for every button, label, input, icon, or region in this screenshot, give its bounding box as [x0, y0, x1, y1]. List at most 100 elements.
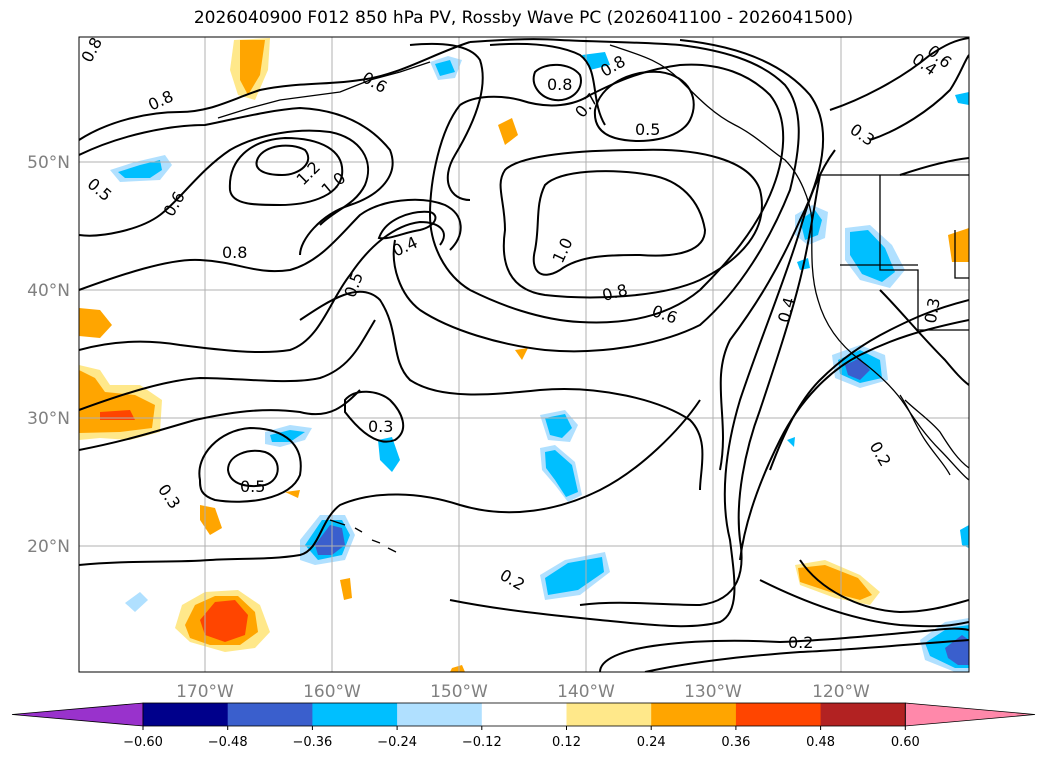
- anomaly-shade: [79, 308, 112, 338]
- lon-label: 160°W: [303, 682, 361, 702]
- anomaly-shade: [545, 450, 578, 497]
- colorbar-tick-label: −0.36: [292, 735, 332, 750]
- anomaly-shade: [240, 40, 265, 95]
- state-border: [954, 230, 969, 279]
- hawaii-islands: [329, 519, 397, 553]
- pv-contour: [79, 399, 701, 566]
- colorbar-tick-label: 0.12: [552, 735, 581, 750]
- lat-label: 50°N: [27, 153, 70, 173]
- pv-contour: [829, 37, 969, 111]
- pv-contour: [599, 627, 969, 672]
- pv-contour: [226, 450, 279, 488]
- colorbar-extend-min: [11, 702, 144, 727]
- lon-label: 120°W: [812, 682, 870, 702]
- pv-contour: [344, 390, 405, 443]
- map-title: 2026040900 F012 850 hPa PV, Rossby Wave …: [193, 8, 854, 28]
- pv-contours: [79, 37, 969, 672]
- colorbar-segment: [312, 703, 398, 726]
- pv-contour: [532, 170, 707, 276]
- pv-contour: [255, 144, 310, 177]
- colorbar-segment: [397, 703, 483, 726]
- contour-label: 0.5: [635, 120, 660, 139]
- lon-label: 150°W: [430, 682, 488, 702]
- lat-label: 30°N: [27, 409, 70, 429]
- contour-label: 0.3: [368, 417, 393, 436]
- anomaly-shade: [545, 414, 572, 438]
- pv-contour: [679, 39, 824, 471]
- colorbar-tick-label: −0.60: [123, 735, 163, 750]
- anomaly-shade: [960, 525, 969, 548]
- anomaly-shade: [955, 92, 969, 105]
- anomaly-shade: [787, 437, 795, 447]
- pv-contour: [79, 129, 370, 237]
- anomaly-shade: [498, 118, 518, 145]
- mexico-inner-coast: [904, 399, 969, 469]
- north-america-coast: [609, 44, 969, 481]
- anomaly-shade: [79, 370, 155, 433]
- colorbar-tick-label: 0.60: [891, 735, 920, 750]
- lat-label: 20°N: [27, 537, 70, 557]
- colorbar-segment: [566, 703, 652, 726]
- pv-contour: [799, 559, 969, 614]
- lon-label: 170°W: [176, 682, 234, 702]
- state-border: [879, 175, 969, 331]
- pv-contour: [198, 426, 302, 503]
- pv-contour: [449, 149, 836, 628]
- anomaly-shade: [798, 565, 872, 600]
- pv-contour: [532, 63, 582, 102]
- pv-contour: [228, 136, 344, 207]
- anomaly-shade: [945, 635, 969, 665]
- map-frame: [78, 36, 970, 673]
- pv-contour: [79, 106, 394, 256]
- latitude-labels: 50°N 40°N 30°N 20°N: [27, 153, 70, 557]
- anomaly-shade: [118, 160, 162, 178]
- pv-contour: [79, 389, 361, 451]
- longitude-labels: 170°W 160°W 150°W 140°W 130°W 120°W: [176, 682, 870, 702]
- anomaly-shade: [315, 525, 345, 555]
- anomaly-shade: [435, 60, 455, 76]
- pv-contour: [579, 174, 821, 607]
- pv-contour: [392, 38, 800, 353]
- contour-label: 0.8: [547, 75, 572, 94]
- contour-label: 0.3: [921, 296, 944, 324]
- colorbar-segment: [143, 703, 229, 726]
- colorbar: −0.60 −0.48 −0.36 −0.24 −0.12 0.12 0.24 0.36 0.4…: [11, 702, 1036, 750]
- pv-contour: [428, 63, 785, 324]
- pv-contour: [409, 42, 484, 201]
- colorbar-tick-label: −0.48: [208, 735, 248, 750]
- anomaly-shade: [200, 600, 248, 642]
- lon-label: 140°W: [557, 682, 615, 702]
- pv-contour: [644, 639, 969, 672]
- pv-contour: [79, 220, 445, 354]
- anomaly-shade: [125, 592, 148, 612]
- pv-contour: [377, 210, 437, 240]
- pv-contour: [869, 54, 969, 141]
- pv-contour: [593, 70, 695, 142]
- pv-contour: [759, 579, 969, 628]
- pv-contour: [899, 157, 969, 176]
- baja-coast: [899, 394, 951, 476]
- contour-label: 0.5: [240, 477, 265, 496]
- colorbar-extend-max: [904, 702, 1036, 727]
- colorbar-tick-label: 0.36: [721, 735, 750, 750]
- colorbar-segment: [227, 703, 313, 726]
- anomaly-shade: [850, 230, 895, 282]
- colorbar-tick-label: 0.24: [637, 735, 666, 750]
- pv-contour: [299, 290, 704, 491]
- pv-contour: [739, 319, 969, 561]
- colorbar-segment: [481, 703, 567, 726]
- anomaly-shade: [545, 557, 604, 595]
- coastlines: [217, 44, 969, 553]
- contour-label: 0.2: [788, 633, 813, 652]
- contour-label: 0.8: [222, 243, 247, 262]
- pv-contour: [879, 289, 969, 386]
- anomaly-shade: [340, 578, 352, 600]
- pv-contour: [79, 319, 376, 411]
- pv-contour: [79, 41, 471, 141]
- aleutian-islands: [217, 61, 431, 119]
- anomaly-shade: [378, 437, 400, 472]
- pv-contour: [79, 198, 462, 291]
- pv-contour: [499, 148, 763, 299]
- anomaly-shade: [948, 228, 969, 262]
